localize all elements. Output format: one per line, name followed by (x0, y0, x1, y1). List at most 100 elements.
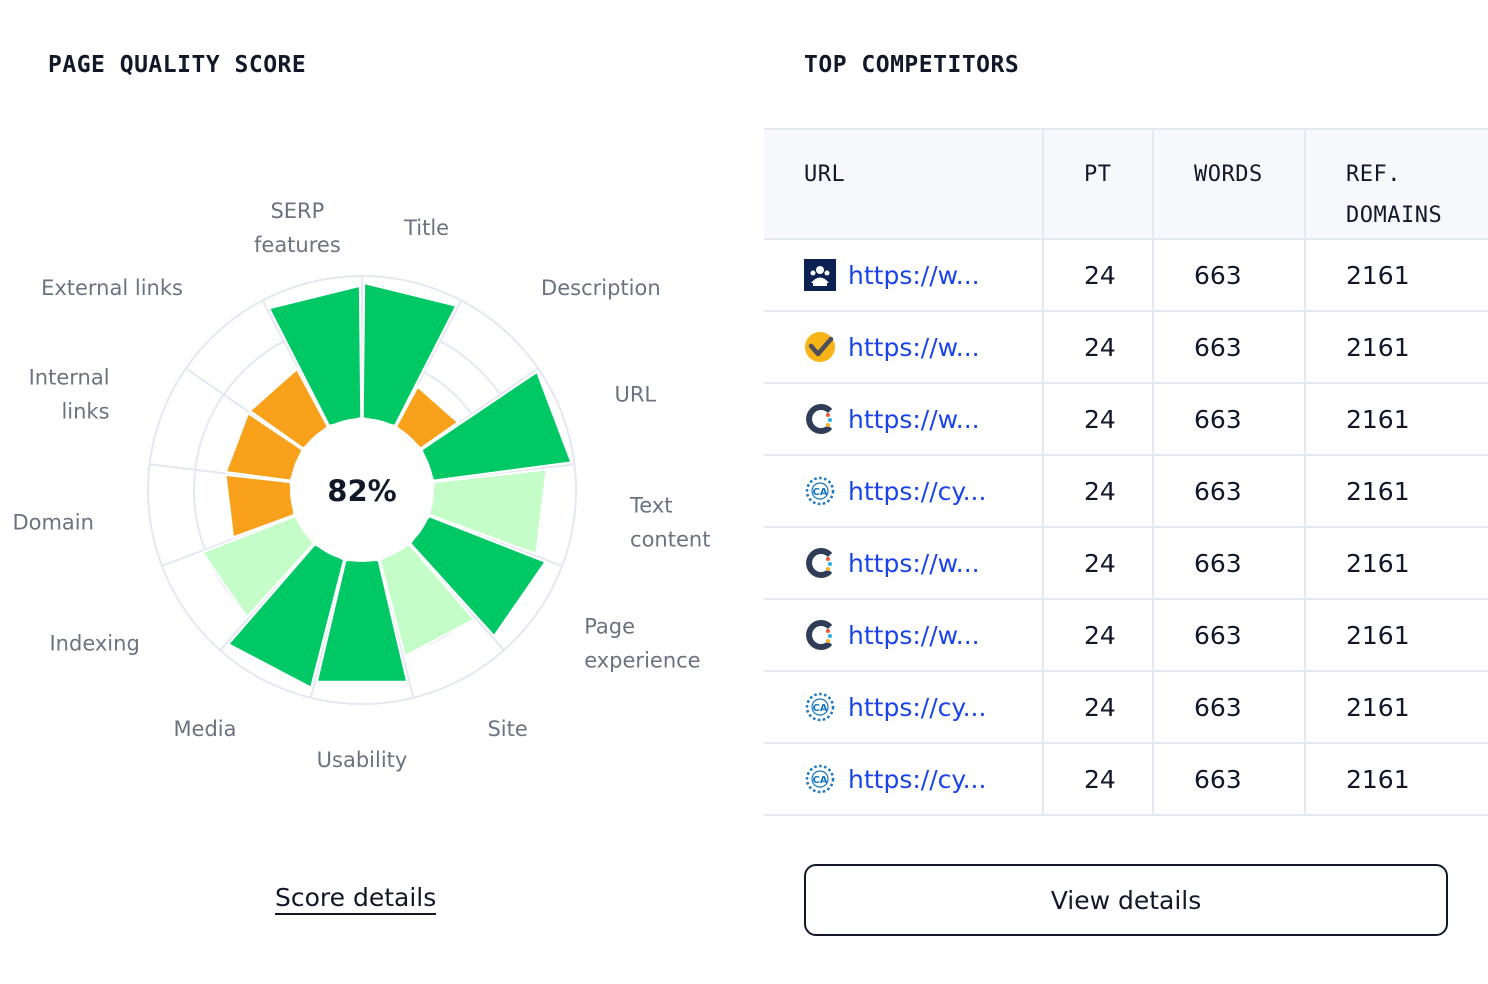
c-logo-icon (804, 619, 836, 651)
score-value: 82% (327, 474, 396, 508)
ref-domains-cell: 2161 (1304, 238, 1488, 312)
table-row[interactable]: https://w... 24 663 2161 (764, 382, 1488, 456)
url-cell: https://w... (764, 238, 1043, 312)
table-row[interactable]: CA https://cy... 24 663 2161 (764, 742, 1488, 816)
words-cell: 663 (1152, 742, 1305, 816)
column-header-words[interactable]: WORDS (1152, 128, 1305, 240)
table-header-row: URL PT WORDS REF. DOMAINS (764, 128, 1488, 240)
ref-header-line2: DOMAINS (1346, 203, 1443, 228)
chart-spoke (149, 463, 291, 483)
axis-label-indexing: Indexing (49, 631, 139, 655)
axis-label-description: Description (541, 276, 661, 300)
svg-text:CA: CA (812, 703, 827, 714)
competitors-table-body: https://w... 24 663 2161 https://w... 24 663 21… (764, 238, 1488, 816)
svg-text:CA: CA (812, 487, 827, 498)
words-cell: 663 (1152, 454, 1305, 528)
crest-icon (804, 259, 836, 291)
pt-cell: 24 (1042, 526, 1153, 600)
axis-label-domain: Domain (12, 511, 94, 535)
pt-cell: 24 (1042, 670, 1153, 744)
view-details-button[interactable]: View details (804, 864, 1448, 936)
axis-label-title: Title (403, 216, 449, 240)
competitor-url-link[interactable]: https://cy... (848, 476, 987, 506)
url-cell: https://w... (764, 526, 1043, 600)
chart-spoke (428, 514, 563, 567)
column-header-url[interactable]: URL (764, 128, 1043, 240)
ca-seal-icon: CA (804, 763, 836, 795)
chart-spoke (309, 559, 346, 699)
table-row[interactable]: CA https://cy... 24 663 2161 (764, 454, 1488, 528)
top-competitors-title: TOP COMPETITORS (804, 52, 1020, 78)
ca-seal-icon: CA (804, 691, 836, 723)
axis-label-external-links: External links (41, 276, 183, 300)
url-cell: https://w... (764, 382, 1043, 456)
url-cell: https://w... (764, 598, 1043, 672)
competitor-url-link[interactable]: https://cy... (848, 692, 987, 722)
axis-label-site: Site (487, 717, 527, 741)
page-quality-panel: PAGE QUALITY SCORE 82% Title Description UR… (0, 0, 724, 984)
ref-header-line1: REF. (1346, 162, 1401, 187)
chart-spoke (378, 559, 415, 699)
table-row[interactable]: CA https://cy... 24 663 2161 (764, 670, 1488, 744)
url-cell: CA https://cy... (764, 742, 1043, 816)
axis-label-internal-links: Internal links (29, 365, 110, 423)
axis-label-page-experience: Page experience (584, 614, 700, 672)
ref-domains-cell: 2161 (1304, 742, 1488, 816)
ref-domains-cell: 2161 (1304, 454, 1488, 528)
score-details-link[interactable]: Score details (275, 883, 437, 915)
chart-spoke (219, 543, 316, 651)
table-row[interactable]: https://w... 24 663 2161 (764, 598, 1488, 672)
competitor-url-link[interactable]: https://w... (848, 332, 980, 362)
svg-text:CA: CA (812, 775, 827, 786)
quality-radar-chart: 82% Title Description URL Text content Page exp… (12, 199, 710, 772)
ref-domains-cell: 2161 (1304, 670, 1488, 744)
competitor-url-link[interactable]: https://cy... (848, 764, 987, 794)
pt-cell: 24 (1042, 310, 1153, 384)
url-cell: https://w... (764, 310, 1043, 384)
url-cell: CA https://cy... (764, 454, 1043, 528)
chart-spoke (161, 514, 296, 567)
ref-domains-cell: 2161 (1304, 310, 1488, 384)
table-row[interactable]: https://w... 24 663 2161 (764, 238, 1488, 312)
competitor-url-link[interactable]: https://w... (848, 260, 980, 290)
chart-spoke (261, 300, 330, 427)
axis-label-serp-features: SERP features (254, 199, 341, 257)
words-cell: 663 (1152, 670, 1305, 744)
checkmark-badge-icon (804, 331, 836, 363)
url-cell: CA https://cy... (764, 670, 1043, 744)
chart-spoke (433, 463, 575, 483)
axis-label-media: Media (173, 717, 236, 741)
ref-domains-cell: 2161 (1304, 382, 1488, 456)
ca-seal-icon: CA (804, 475, 836, 507)
chart-spoke (394, 300, 463, 427)
words-cell: 663 (1152, 382, 1305, 456)
competitor-url-link[interactable]: https://w... (848, 620, 980, 650)
axis-label-usability: Usability (317, 748, 408, 772)
ref-domains-cell: 2161 (1304, 598, 1488, 672)
axis-label-url: URL (614, 382, 656, 406)
chart-spoke (420, 367, 539, 450)
words-cell: 663 (1152, 238, 1305, 312)
top-competitors-panel: TOP COMPETITORS URL PT WORDS REF. DOMAIN… (764, 0, 1488, 984)
pt-cell: 24 (1042, 454, 1153, 528)
chart-spoke (408, 543, 505, 651)
competitor-url-link[interactable]: https://w... (848, 404, 980, 434)
words-cell: 663 (1152, 310, 1305, 384)
column-header-ref-domains[interactable]: REF. DOMAINS (1304, 128, 1488, 240)
words-cell: 663 (1152, 526, 1305, 600)
pt-cell: 24 (1042, 742, 1153, 816)
c-logo-icon (804, 547, 836, 579)
axis-label-text-content: Text content (629, 494, 710, 552)
chart-center (290, 418, 434, 562)
page-quality-title: PAGE QUALITY SCORE (48, 52, 307, 78)
table-row[interactable]: https://w... 24 663 2161 (764, 526, 1488, 600)
column-header-pt[interactable]: PT (1042, 128, 1153, 240)
words-cell: 663 (1152, 598, 1305, 672)
competitor-url-link[interactable]: https://w... (848, 548, 980, 578)
chart-spoke (185, 367, 304, 450)
pt-cell: 24 (1042, 238, 1153, 312)
table-row[interactable]: https://w... 24 663 2161 (764, 310, 1488, 384)
ref-domains-cell: 2161 (1304, 526, 1488, 600)
pt-cell: 24 (1042, 598, 1153, 672)
c-logo-icon (804, 403, 836, 435)
